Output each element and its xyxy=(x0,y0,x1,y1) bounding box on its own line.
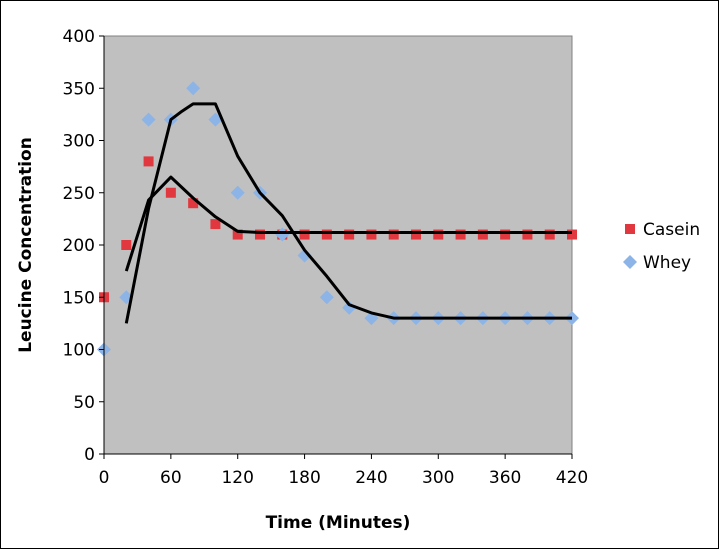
casein-point xyxy=(165,187,176,198)
plot-area xyxy=(103,35,573,455)
y-tick-label: 250 xyxy=(63,184,95,204)
casein-point xyxy=(522,229,533,240)
whey-point xyxy=(297,248,312,263)
casein-point xyxy=(344,229,355,240)
x-tick-label: 180 xyxy=(288,468,320,488)
casein-point xyxy=(188,198,199,209)
casein-point xyxy=(500,229,511,240)
series-casein xyxy=(99,156,577,303)
whey-point xyxy=(186,81,201,96)
y-axis-title: Leucine Concentration xyxy=(16,137,36,353)
legend-whey-marker xyxy=(623,255,637,269)
casein-point xyxy=(299,229,310,240)
legend: Casein Whey xyxy=(623,220,700,273)
x-tick-label: 0 xyxy=(99,468,110,488)
whey-point xyxy=(119,290,134,305)
y-tick-label: 350 xyxy=(63,79,95,99)
legend-whey-label: Whey xyxy=(643,253,691,273)
casein-point xyxy=(321,229,332,240)
whey-point xyxy=(342,300,357,315)
legend-casein-marker xyxy=(625,224,635,234)
casein-point xyxy=(143,156,154,167)
casein-point xyxy=(121,240,132,250)
casein-point xyxy=(455,229,466,240)
trendline-whey xyxy=(124,102,572,324)
casein-point xyxy=(411,229,421,240)
y-tick-label: 150 xyxy=(63,288,95,308)
y-tick-label: 50 xyxy=(73,393,95,413)
casein-point xyxy=(210,219,221,230)
legend-casein-label: Casein xyxy=(643,220,700,240)
x-tick-label: 120 xyxy=(221,468,253,488)
x-tick-label: 360 xyxy=(489,468,521,488)
casein-point xyxy=(544,229,555,240)
x-axis-title: Time (Minutes) xyxy=(266,513,411,533)
y-tick-label: 400 xyxy=(63,27,95,47)
casein-point xyxy=(366,229,377,240)
y-tick-label: 0 xyxy=(84,445,95,465)
whey-point xyxy=(230,185,245,200)
whey-point xyxy=(141,112,156,127)
casein-point xyxy=(477,229,488,240)
x-tick-label: 420 xyxy=(556,468,588,488)
x-tick-label: 60 xyxy=(160,468,182,488)
x-tick-label: 300 xyxy=(422,468,454,488)
casein-point xyxy=(433,229,444,240)
y-tick-label: 100 xyxy=(63,341,95,361)
casein-point xyxy=(232,229,243,240)
whey-point xyxy=(319,290,334,305)
y-tick-label: 200 xyxy=(63,236,95,256)
casein-point xyxy=(255,229,265,240)
whey-point xyxy=(208,112,223,127)
y-tick-label: 300 xyxy=(63,132,95,152)
x-tick-label: 240 xyxy=(355,468,387,488)
trendline-casein xyxy=(124,175,572,272)
casein-point xyxy=(388,229,399,240)
casein-point xyxy=(567,229,577,240)
